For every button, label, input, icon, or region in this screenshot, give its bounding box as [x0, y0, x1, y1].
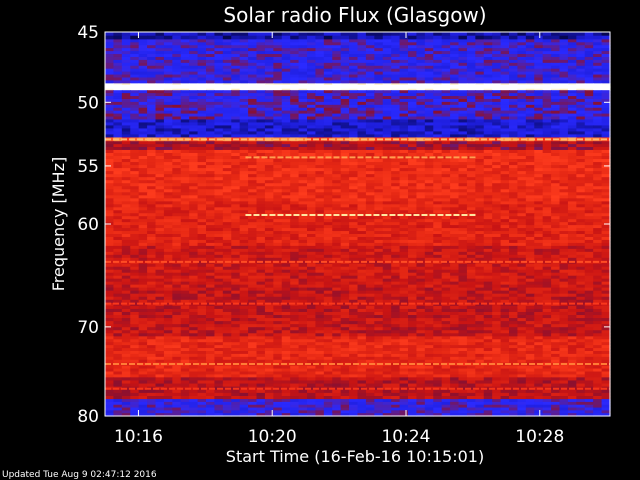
spectrogram-band: [105, 377, 611, 400]
x-axis-label: Start Time (16-Feb-16 10:15:01): [226, 447, 484, 466]
spectrogram-plot-area: [105, 32, 611, 417]
spectrogram-band: [105, 287, 611, 337]
chart-title: Solar radio Flux (Glasgow): [223, 3, 486, 27]
y-tick-label: 60: [77, 215, 99, 235]
y-axis-label: Frequency [MHz]: [49, 157, 68, 291]
spectrogram-band: [105, 39, 611, 84]
spectrogram-band: [105, 245, 611, 289]
spectrogram-band: [105, 201, 611, 247]
axis-ticks: 45 50 55 60 70 80 10:16 10:20 10:24 10:28: [77, 23, 610, 447]
x-tick-label: 10:24: [381, 427, 430, 447]
spectrogram-band: [105, 119, 611, 139]
x-tick-label: 10:28: [515, 427, 564, 447]
spectrogram-band: [105, 336, 611, 378]
spectrogram-band: [105, 90, 611, 121]
spectrogram-band: [105, 149, 611, 202]
spectrogram-band: [105, 399, 611, 417]
y-tick-label: 70: [77, 318, 99, 338]
spectrogram-band: [105, 32, 611, 40]
x-tick-label: 10:20: [248, 427, 297, 447]
y-tick-label: 50: [77, 93, 99, 113]
x-tick-label: 10:16: [114, 427, 163, 447]
y-tick-label: 80: [77, 407, 99, 427]
y-tick-label: 45: [77, 23, 99, 43]
spectrogram-band: [105, 141, 611, 151]
y-tick-label: 55: [77, 157, 99, 177]
updated-footer: Updated Tue Aug 9 02:47:12 2016: [2, 470, 157, 480]
